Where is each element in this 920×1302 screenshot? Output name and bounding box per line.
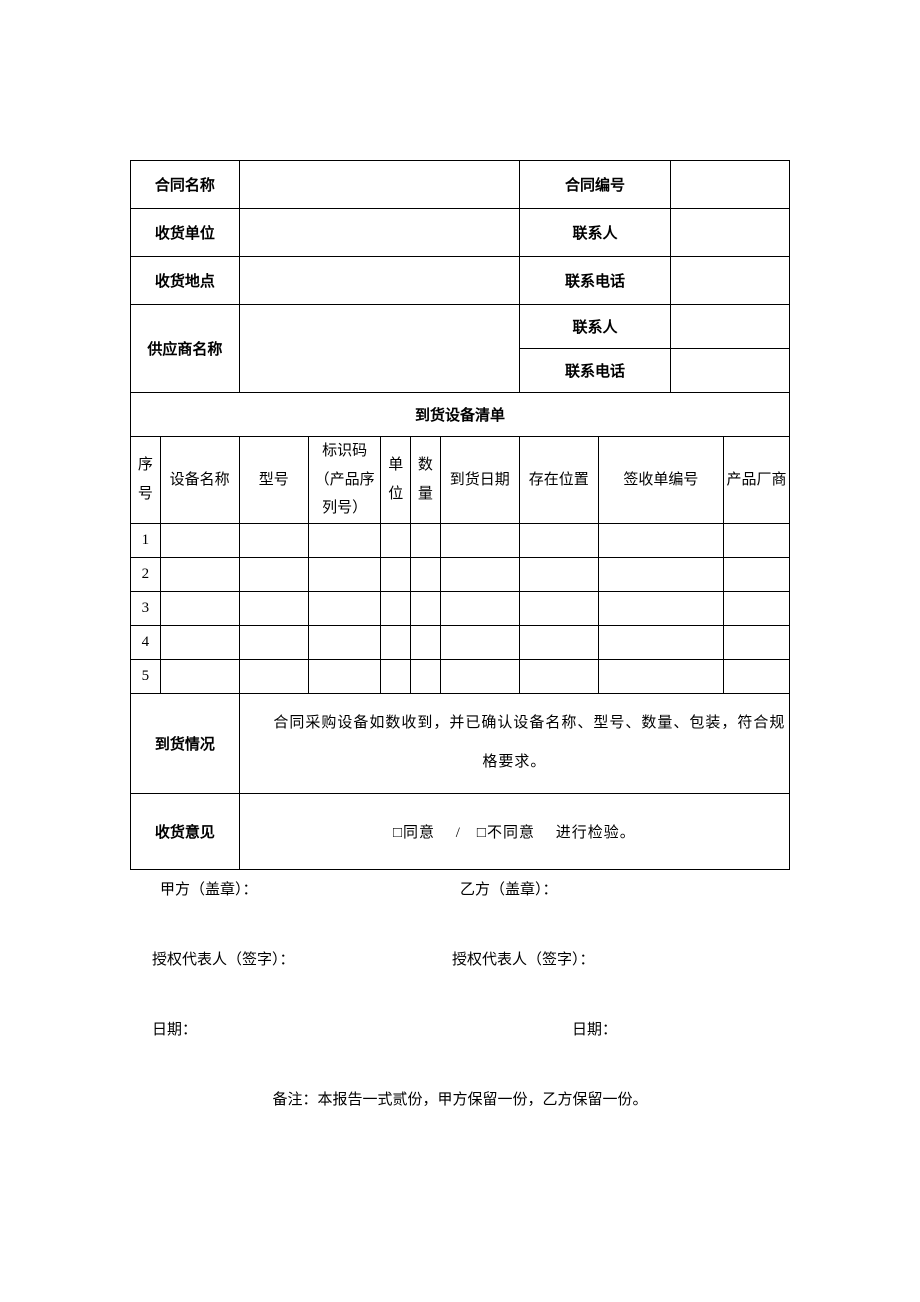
- cell: [308, 625, 380, 659]
- cell: [598, 659, 723, 693]
- contact-person-label-2: 联系人: [519, 305, 671, 349]
- cell: [724, 591, 790, 625]
- supplier-name-value: [239, 305, 519, 393]
- contact-phone-label-1: 联系电话: [519, 257, 671, 305]
- col-manufacturer: 产品厂商: [724, 437, 790, 524]
- date-a-label: 日期：: [152, 1018, 572, 1042]
- seq-cell: 2: [131, 557, 161, 591]
- cell: [381, 557, 411, 591]
- cell: [239, 523, 308, 557]
- date-b-label: 日期：: [572, 1018, 790, 1042]
- cell: [381, 625, 411, 659]
- cell: [411, 523, 441, 557]
- cell: [160, 659, 239, 693]
- col-location: 存在位置: [519, 437, 598, 524]
- seq-cell: 4: [131, 625, 161, 659]
- receiver-unit-label: 收货单位: [131, 209, 240, 257]
- cell: [724, 625, 790, 659]
- contact-person-value-2: [671, 305, 790, 349]
- cell: [411, 557, 441, 591]
- cell: [519, 591, 598, 625]
- table-row: 2: [131, 557, 790, 591]
- cell: [724, 557, 790, 591]
- contact-phone-value-2: [671, 349, 790, 393]
- cell: [239, 625, 308, 659]
- cell: [598, 625, 723, 659]
- receipt-opinion-label: 收货意见: [131, 793, 240, 869]
- contact-phone-value-1: [671, 257, 790, 305]
- equipment-list-title: 到货设备清单: [131, 393, 790, 437]
- cell: [724, 659, 790, 693]
- col-receipt-no: 签收单编号: [598, 437, 723, 524]
- col-equip-name: 设备名称: [160, 437, 239, 524]
- col-seq: 序号: [131, 437, 161, 524]
- cell: [440, 557, 519, 591]
- cell: [308, 659, 380, 693]
- party-b-seal-label: 乙方（盖章）：: [460, 878, 790, 902]
- cell: [598, 523, 723, 557]
- receipt-opinion-text: □同意 / □不同意 进行检验。: [239, 793, 789, 869]
- contact-person-label-1: 联系人: [519, 209, 671, 257]
- seq-cell: 1: [131, 523, 161, 557]
- col-model: 型号: [239, 437, 308, 524]
- cell: [724, 523, 790, 557]
- col-id-code: 标识码（产品序列号）: [308, 437, 380, 524]
- cell: [160, 591, 239, 625]
- auth-rep-b-label: 授权代表人（签字）：: [452, 948, 790, 972]
- cell: [440, 659, 519, 693]
- cell: [440, 591, 519, 625]
- cell: [308, 591, 380, 625]
- cell: [239, 591, 308, 625]
- cell: [411, 659, 441, 693]
- arrival-status-text: 合同采购设备如数收到，并已确认设备名称、型号、数量、包装，符合规格要求。: [239, 693, 789, 793]
- cell: [598, 591, 723, 625]
- footnote: 备注：本报告一式贰份，甲方保留一份，乙方保留一份。: [130, 1088, 790, 1112]
- cell: [440, 523, 519, 557]
- cell: [160, 625, 239, 659]
- cell: [239, 557, 308, 591]
- cell: [519, 659, 598, 693]
- cell: [239, 659, 308, 693]
- col-unit: 单位: [381, 437, 411, 524]
- cell: [519, 523, 598, 557]
- seq-cell: 5: [131, 659, 161, 693]
- contact-phone-label-2: 联系电话: [519, 349, 671, 393]
- receiver-unit-value: [239, 209, 519, 257]
- col-arrival-date: 到货日期: [440, 437, 519, 524]
- arrival-status-label: 到货情况: [131, 693, 240, 793]
- cell: [440, 625, 519, 659]
- table-row: 1: [131, 523, 790, 557]
- cell: [308, 523, 380, 557]
- auth-rep-a-label: 授权代表人（签字）：: [152, 948, 452, 972]
- seq-cell: 3: [131, 591, 161, 625]
- cell: [308, 557, 380, 591]
- col-qty: 数量: [411, 437, 441, 524]
- signature-area: 甲方（盖章）： 乙方（盖章）： 授权代表人（签字）： 授权代表人（签字）： 日期…: [130, 878, 790, 1112]
- form-table: 合同名称 合同编号 收货单位 联系人 收货地点 联系电话 供应商名称 联系人 联…: [130, 160, 790, 870]
- contract-name-value: [239, 161, 519, 209]
- cell: [519, 625, 598, 659]
- cell: [411, 625, 441, 659]
- cell: [411, 591, 441, 625]
- cell: [160, 557, 239, 591]
- contract-no-label: 合同编号: [519, 161, 671, 209]
- contract-no-value: [671, 161, 790, 209]
- cell: [381, 591, 411, 625]
- contact-person-value-1: [671, 209, 790, 257]
- contract-name-label: 合同名称: [131, 161, 240, 209]
- table-row: 5: [131, 659, 790, 693]
- receiver-addr-label: 收货地点: [131, 257, 240, 305]
- cell: [381, 523, 411, 557]
- cell: [598, 557, 723, 591]
- cell: [160, 523, 239, 557]
- table-row: 3: [131, 591, 790, 625]
- table-row: 4: [131, 625, 790, 659]
- party-a-seal-label: 甲方（盖章）：: [160, 878, 460, 902]
- receiver-addr-value: [239, 257, 519, 305]
- supplier-name-label: 供应商名称: [131, 305, 240, 393]
- cell: [519, 557, 598, 591]
- cell: [381, 659, 411, 693]
